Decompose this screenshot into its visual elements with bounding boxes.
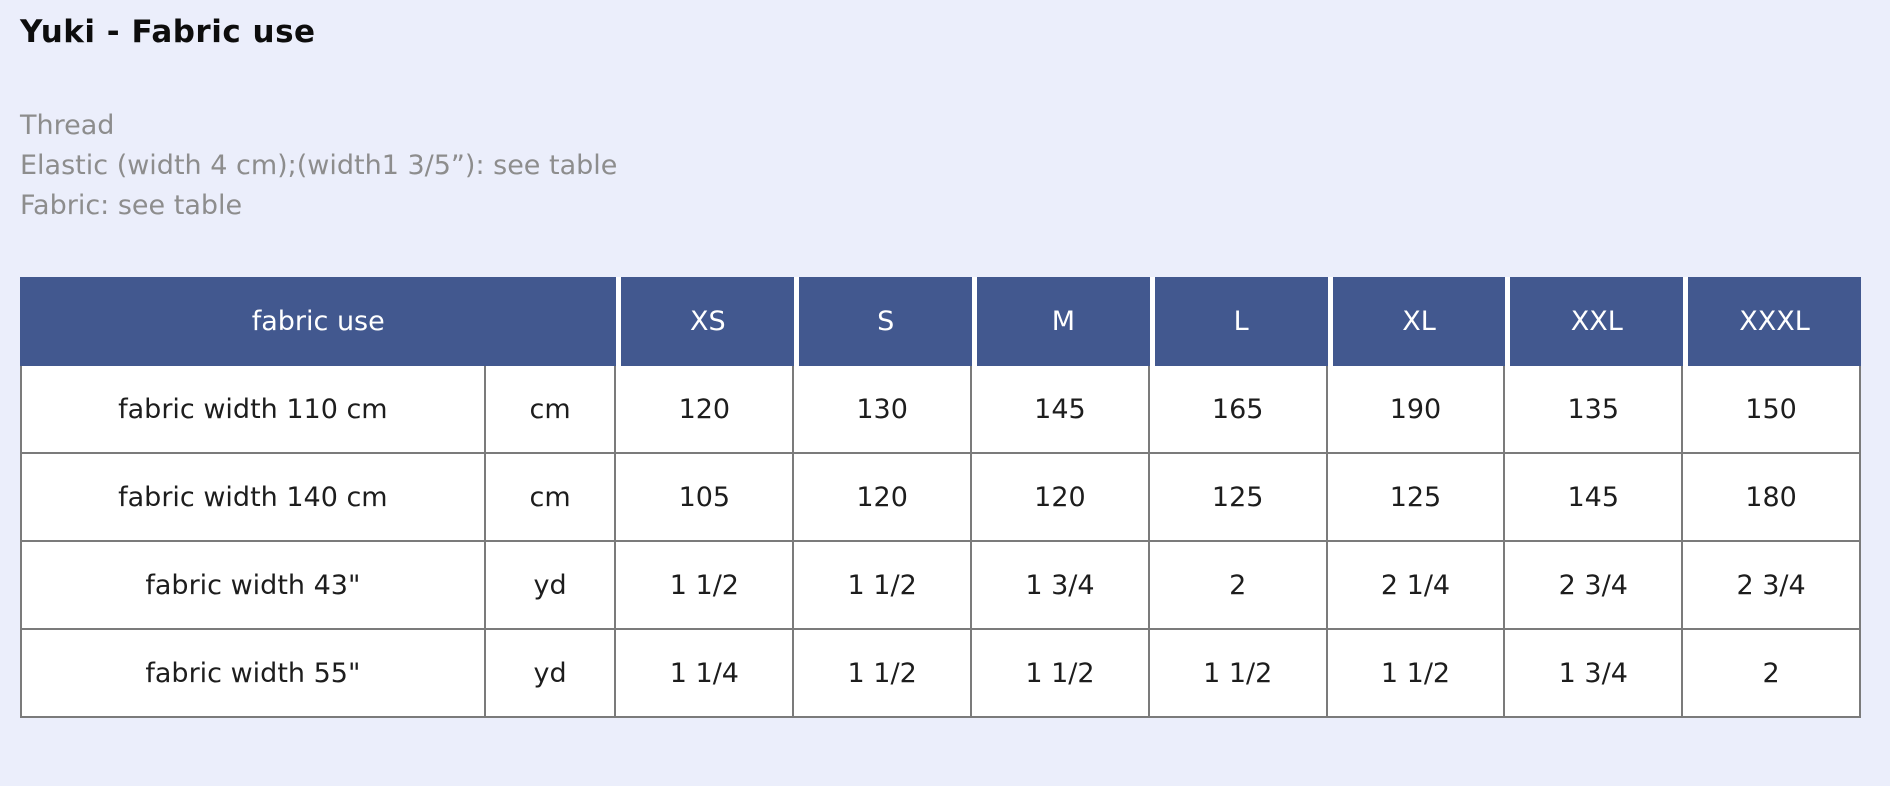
value-cell: 130 [794, 366, 973, 454]
value-cell: 120 [972, 454, 1150, 542]
value-cell: 1 3/4 [972, 542, 1150, 630]
table-header-row: fabric use XS S M L XL XXL XXXL [20, 277, 1861, 366]
table-row-width-110cm: fabric width 110 cm cm 120 130 145 165 1… [20, 366, 1861, 454]
value-cell: 120 [794, 454, 973, 542]
value-cell: 105 [616, 454, 795, 542]
value-cell: 190 [1327, 366, 1506, 454]
value-cell: 145 [972, 366, 1150, 454]
value-cell: 165 [1149, 366, 1328, 454]
value-cell: 120 [616, 366, 795, 454]
value-cell: 2 3/4 [1683, 542, 1861, 630]
value-cell: 125 [1327, 454, 1506, 542]
value-cell: 2 [1149, 542, 1328, 630]
table-row-width-55in: fabric width 55" yd 1 1/4 1 1/2 1 1/2 1 … [20, 630, 1861, 718]
row-label-cell: fabric width 110 cm [20, 366, 486, 454]
value-cell: 1 1/2 [1327, 630, 1506, 718]
value-cell: 1 1/2 [1149, 630, 1328, 718]
unit-cell: cm [485, 454, 617, 542]
unit-cell: cm [485, 366, 617, 454]
value-cell: 180 [1683, 454, 1861, 542]
header-cell-size-s: S [794, 277, 973, 366]
header-cell-size-xxl: XXL [1505, 277, 1684, 366]
header-cell-size-xs: XS [616, 277, 795, 366]
note-thread: Thread [20, 110, 115, 141]
header-cell-size-xl: XL [1327, 277, 1506, 366]
value-cell: 1 1/2 [794, 542, 973, 630]
row-label-cell: fabric width 140 cm [20, 454, 486, 542]
header-cell-fabric-use: fabric use [20, 277, 617, 366]
value-cell: 125 [1149, 454, 1328, 542]
table-row-width-43in: fabric width 43" yd 1 1/2 1 1/2 1 3/4 2 … [20, 542, 1861, 630]
materials-notes: Thread Elastic (width 4 cm);(width1 3/5”… [20, 106, 617, 226]
value-cell: 2 1/4 [1327, 542, 1506, 630]
value-cell: 1 1/2 [616, 542, 795, 630]
unit-cell: yd [485, 542, 617, 630]
value-cell: 150 [1683, 366, 1861, 454]
value-cell: 1 1/2 [794, 630, 973, 718]
row-label-cell: fabric width 55" [20, 630, 486, 718]
table-row-width-140cm: fabric width 140 cm cm 105 120 120 125 1… [20, 454, 1861, 542]
value-cell: 145 [1505, 454, 1684, 542]
value-cell: 1 1/2 [972, 630, 1150, 718]
value-cell: 2 [1683, 630, 1861, 718]
header-cell-size-m: M [972, 277, 1150, 366]
unit-cell: yd [485, 630, 617, 718]
value-cell: 1 3/4 [1505, 630, 1684, 718]
page-title: Yuki - Fabric use [20, 14, 316, 50]
value-cell: 2 3/4 [1505, 542, 1684, 630]
note-fabric: Fabric: see table [20, 190, 243, 221]
fabric-use-table: fabric use XS S M L XL XXL XXXL fabric w… [20, 277, 1861, 718]
header-cell-size-xxxl: XXXL [1683, 277, 1861, 366]
note-elastic: Elastic (width 4 cm);(width1 3/5”): see … [20, 150, 618, 181]
header-cell-size-l: L [1149, 277, 1328, 366]
value-cell: 1 1/4 [616, 630, 795, 718]
value-cell: 135 [1505, 366, 1684, 454]
row-label-cell: fabric width 43" [20, 542, 486, 630]
